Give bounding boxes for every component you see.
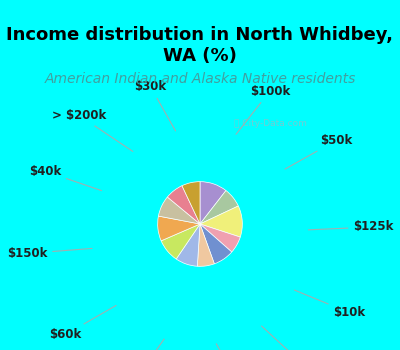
Text: $50k: $50k [285,134,352,169]
Text: $40k: $40k [29,164,102,191]
Text: $150k: $150k [7,247,92,260]
Wedge shape [158,197,200,224]
Text: American Indian and Alaska Native residents: American Indian and Alaska Native reside… [44,72,356,86]
Wedge shape [200,224,240,252]
Wedge shape [197,224,214,266]
Wedge shape [200,224,232,264]
Wedge shape [182,182,200,224]
Text: $60k: $60k [49,306,116,341]
Wedge shape [158,216,200,241]
Text: $30k: $30k [134,80,176,131]
Wedge shape [200,190,238,224]
Text: $10k: $10k [294,290,366,319]
Text: $20k: $20k [262,326,318,350]
Wedge shape [200,182,226,224]
Text: Income distribution in North Whidbey,
WA (%): Income distribution in North Whidbey, WA… [6,26,394,65]
Text: $75k: $75k [118,339,164,350]
Wedge shape [161,224,200,259]
Wedge shape [200,206,242,237]
Wedge shape [167,186,200,224]
Text: > $200k: > $200k [52,108,133,152]
Text: $100k: $100k [236,85,290,134]
Wedge shape [176,224,200,266]
Text: $200k: $200k [216,344,262,350]
Text: $125k: $125k [308,220,394,233]
Text: ⓘ City-Data.com: ⓘ City-Data.com [234,119,307,128]
